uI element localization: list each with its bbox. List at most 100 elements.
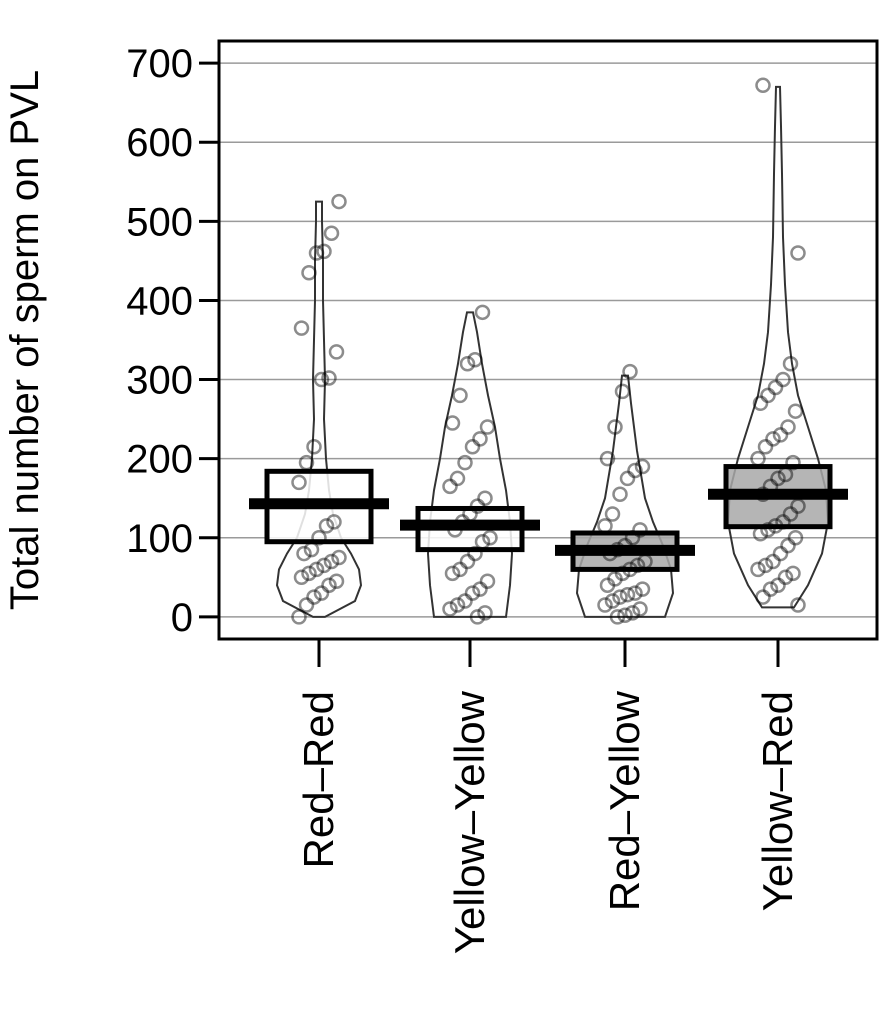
- data-point: [634, 581, 651, 597]
- data-point: [755, 77, 771, 94]
- data-point: [291, 474, 307, 491]
- data-point: [323, 553, 340, 570]
- data-point: [634, 458, 651, 475]
- y-tick-label: 600: [126, 121, 193, 165]
- x-category-label: Red–Red: [295, 691, 342, 868]
- data-point: [444, 565, 461, 582]
- plot-frame: [217, 39, 879, 641]
- data-point: [599, 577, 616, 593]
- data-point: [474, 533, 491, 550]
- data-point: [760, 387, 776, 404]
- data-point: [323, 225, 340, 241]
- data-point: [331, 193, 347, 210]
- data-point: [321, 577, 337, 593]
- data-point: [449, 470, 466, 487]
- data-point: [467, 352, 483, 368]
- data-point: [785, 565, 801, 582]
- data-point: [607, 571, 623, 587]
- data-point: [750, 450, 766, 467]
- data-point: [772, 427, 789, 443]
- x-category-label: Yellow–Yellow: [446, 690, 493, 954]
- data-point: [293, 320, 310, 336]
- data-point: [298, 597, 315, 613]
- data-point: [316, 243, 332, 260]
- data-point: [597, 518, 613, 534]
- data-point: [627, 462, 643, 479]
- data-point: [750, 561, 766, 578]
- data-point: [752, 395, 769, 412]
- data-point: [757, 557, 774, 574]
- data-point: [464, 439, 481, 455]
- data-point: [449, 597, 466, 613]
- data-point: [604, 593, 621, 609]
- data-point: [301, 265, 317, 281]
- data-point: [442, 601, 458, 617]
- data-point: [775, 514, 791, 530]
- data-point: [604, 506, 621, 522]
- data-point: [765, 431, 781, 447]
- data-point: [328, 573, 345, 590]
- data-point: [293, 569, 310, 586]
- data-point: [291, 609, 307, 625]
- data-point: [782, 355, 799, 372]
- data-point: [599, 450, 616, 467]
- data-point: [762, 581, 779, 597]
- x-category-label: Red–Yellow: [601, 690, 648, 911]
- data-point: [632, 522, 648, 538]
- data-point: [629, 557, 646, 574]
- data-point: [787, 530, 804, 546]
- data-point: [477, 605, 493, 621]
- y-tick-label: 300: [126, 359, 193, 403]
- data-point: [775, 371, 791, 388]
- data-point: [442, 478, 458, 495]
- data-point: [308, 245, 325, 261]
- data-point: [298, 454, 315, 471]
- data-point: [619, 586, 636, 603]
- data-point: [752, 526, 769, 542]
- mean-bar-layer: [249, 488, 848, 556]
- data-point: [632, 601, 648, 617]
- data-point: [612, 486, 628, 502]
- data-point: [472, 431, 488, 447]
- data-point: [308, 561, 325, 578]
- y-tick-label: 700: [126, 42, 193, 86]
- data-point: [780, 419, 796, 435]
- data-point: [469, 609, 486, 625]
- data-point: [614, 383, 631, 400]
- data-point: [622, 561, 638, 578]
- data-point: [790, 597, 806, 613]
- data-point: [777, 569, 794, 586]
- data-point: [767, 379, 784, 396]
- x-category-label: Yellow–Red: [754, 691, 801, 911]
- y-axis: 0 100 200 300 400 500 600 700: [126, 42, 219, 640]
- data-point: [321, 370, 337, 386]
- data-point: [790, 245, 806, 261]
- data-point: [474, 304, 491, 321]
- data-point: [479, 419, 496, 435]
- data-point: [459, 553, 476, 570]
- data-point: [444, 415, 461, 431]
- data-point: [760, 522, 776, 538]
- y-tick-label: 500: [126, 200, 193, 244]
- data-point: [459, 355, 476, 372]
- data-point: [609, 609, 626, 625]
- data-point: [311, 530, 327, 546]
- data-point: [757, 439, 774, 455]
- data-point: [755, 589, 771, 605]
- points-layer: [291, 77, 806, 625]
- y-tick-label: 100: [126, 517, 193, 561]
- data-point: [770, 577, 786, 593]
- data-point: [777, 466, 794, 483]
- y-tick-label: 0: [171, 596, 193, 640]
- data-point: [782, 506, 799, 522]
- data-point: [328, 344, 345, 360]
- data-point: [767, 518, 784, 534]
- y-tick-label: 400: [126, 279, 193, 323]
- data-point: [624, 530, 641, 546]
- data-point: [452, 387, 468, 404]
- y-tick-label: 200: [126, 438, 193, 482]
- data-point: [482, 530, 498, 546]
- data-point: [331, 549, 347, 566]
- data-point: [612, 589, 628, 605]
- data-point: [772, 545, 789, 562]
